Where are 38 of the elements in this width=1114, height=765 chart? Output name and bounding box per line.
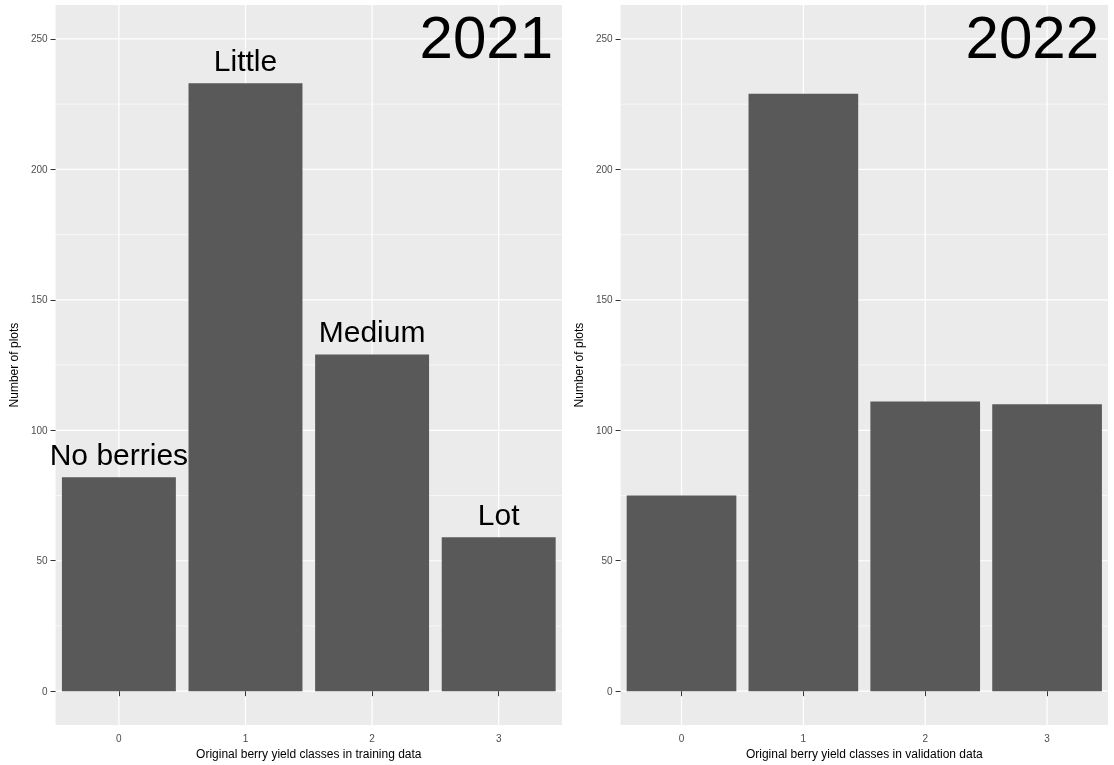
y-tick-label: 200 [595, 163, 614, 175]
y-tick-label: 150 [595, 294, 614, 306]
bar [748, 93, 859, 692]
y-tick-label: 0 [607, 685, 614, 697]
y-tick-label: 50 [601, 555, 614, 567]
bar [870, 401, 981, 692]
x-tick-label: 1 [800, 732, 807, 744]
bar [315, 354, 430, 692]
bar [61, 477, 176, 692]
bar [441, 537, 556, 692]
y-tick-label: 100 [30, 424, 49, 436]
x-axis-title: Original berry yield classes in validation data [745, 747, 983, 761]
chart-title: 2021 [419, 3, 554, 71]
annotation: Little [213, 43, 278, 77]
x-tick-label: 3 [1044, 732, 1051, 744]
y-tick-label: 50 [36, 555, 49, 567]
x-tick-label: 0 [678, 732, 685, 744]
y-tick-label: 250 [30, 33, 49, 45]
x-tick-label: 2 [369, 732, 376, 744]
x-tick-label: 0 [116, 732, 123, 744]
bar [626, 495, 737, 692]
y-tick-label: 0 [42, 685, 49, 697]
annotation: Lot [477, 497, 521, 531]
y-axis-title: Number of plots [572, 322, 586, 408]
x-tick-label: 1 [242, 732, 249, 744]
x-tick-label: 2 [922, 732, 929, 744]
y-axis-title: Number of plots [7, 322, 21, 408]
chart-title: 2022 [965, 3, 1100, 71]
bar [188, 83, 303, 692]
y-tick-label: 150 [30, 294, 49, 306]
y-tick-label: 200 [30, 163, 49, 175]
y-tick-label: 100 [595, 424, 614, 436]
x-tick-label: 3 [495, 732, 502, 744]
y-tick-label: 250 [595, 33, 614, 45]
bar [992, 404, 1102, 692]
x-axis-title: Original berry yield classes in training data [196, 747, 422, 761]
annotation: No berries [49, 437, 189, 471]
annotation: Medium [318, 315, 426, 349]
